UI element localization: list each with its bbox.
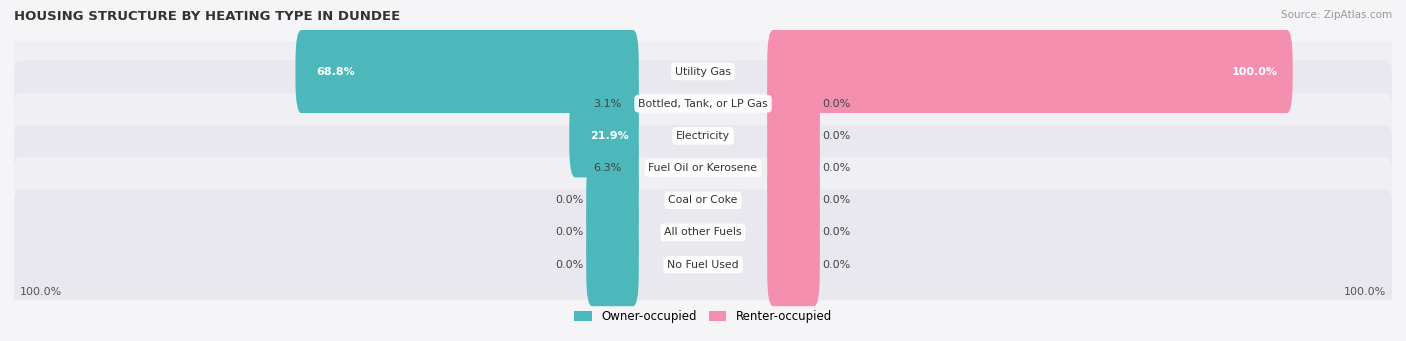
Text: 3.1%: 3.1% bbox=[593, 99, 621, 109]
FancyBboxPatch shape bbox=[569, 94, 638, 177]
Text: 6.3%: 6.3% bbox=[593, 163, 621, 173]
Text: 21.9%: 21.9% bbox=[589, 131, 628, 141]
FancyBboxPatch shape bbox=[11, 125, 1395, 276]
Text: 0.0%: 0.0% bbox=[823, 227, 851, 237]
FancyBboxPatch shape bbox=[586, 191, 638, 274]
FancyBboxPatch shape bbox=[768, 94, 820, 177]
Text: 100.0%: 100.0% bbox=[1344, 287, 1386, 297]
FancyBboxPatch shape bbox=[624, 62, 638, 145]
Text: 100.0%: 100.0% bbox=[1232, 66, 1278, 76]
FancyBboxPatch shape bbox=[768, 127, 820, 210]
FancyBboxPatch shape bbox=[11, 0, 1395, 147]
FancyBboxPatch shape bbox=[586, 223, 638, 306]
Text: No Fuel Used: No Fuel Used bbox=[668, 260, 738, 270]
FancyBboxPatch shape bbox=[11, 28, 1395, 179]
Text: Source: ZipAtlas.com: Source: ZipAtlas.com bbox=[1281, 10, 1392, 20]
Text: 0.0%: 0.0% bbox=[555, 195, 583, 205]
FancyBboxPatch shape bbox=[295, 30, 638, 113]
Text: Bottled, Tank, or LP Gas: Bottled, Tank, or LP Gas bbox=[638, 99, 768, 109]
Text: Coal or Coke: Coal or Coke bbox=[668, 195, 738, 205]
Text: 100.0%: 100.0% bbox=[20, 287, 62, 297]
Legend: Owner-occupied, Renter-occupied: Owner-occupied, Renter-occupied bbox=[569, 306, 837, 328]
FancyBboxPatch shape bbox=[768, 223, 820, 306]
FancyBboxPatch shape bbox=[768, 30, 1292, 113]
FancyBboxPatch shape bbox=[768, 62, 820, 145]
Text: 68.8%: 68.8% bbox=[316, 66, 354, 76]
FancyBboxPatch shape bbox=[11, 93, 1395, 243]
Text: 0.0%: 0.0% bbox=[823, 260, 851, 270]
FancyBboxPatch shape bbox=[11, 157, 1395, 308]
Text: All other Fuels: All other Fuels bbox=[664, 227, 742, 237]
Text: Electricity: Electricity bbox=[676, 131, 730, 141]
Text: 0.0%: 0.0% bbox=[823, 163, 851, 173]
FancyBboxPatch shape bbox=[768, 159, 820, 242]
FancyBboxPatch shape bbox=[11, 189, 1395, 340]
Text: 0.0%: 0.0% bbox=[823, 99, 851, 109]
FancyBboxPatch shape bbox=[586, 159, 638, 242]
Text: 0.0%: 0.0% bbox=[555, 227, 583, 237]
Text: 0.0%: 0.0% bbox=[823, 131, 851, 141]
Text: 0.0%: 0.0% bbox=[555, 260, 583, 270]
Text: HOUSING STRUCTURE BY HEATING TYPE IN DUNDEE: HOUSING STRUCTURE BY HEATING TYPE IN DUN… bbox=[14, 10, 401, 23]
FancyBboxPatch shape bbox=[768, 191, 820, 274]
Text: Fuel Oil or Kerosene: Fuel Oil or Kerosene bbox=[648, 163, 758, 173]
FancyBboxPatch shape bbox=[11, 60, 1395, 211]
Text: 0.0%: 0.0% bbox=[823, 195, 851, 205]
FancyBboxPatch shape bbox=[624, 127, 638, 210]
Text: Utility Gas: Utility Gas bbox=[675, 66, 731, 76]
